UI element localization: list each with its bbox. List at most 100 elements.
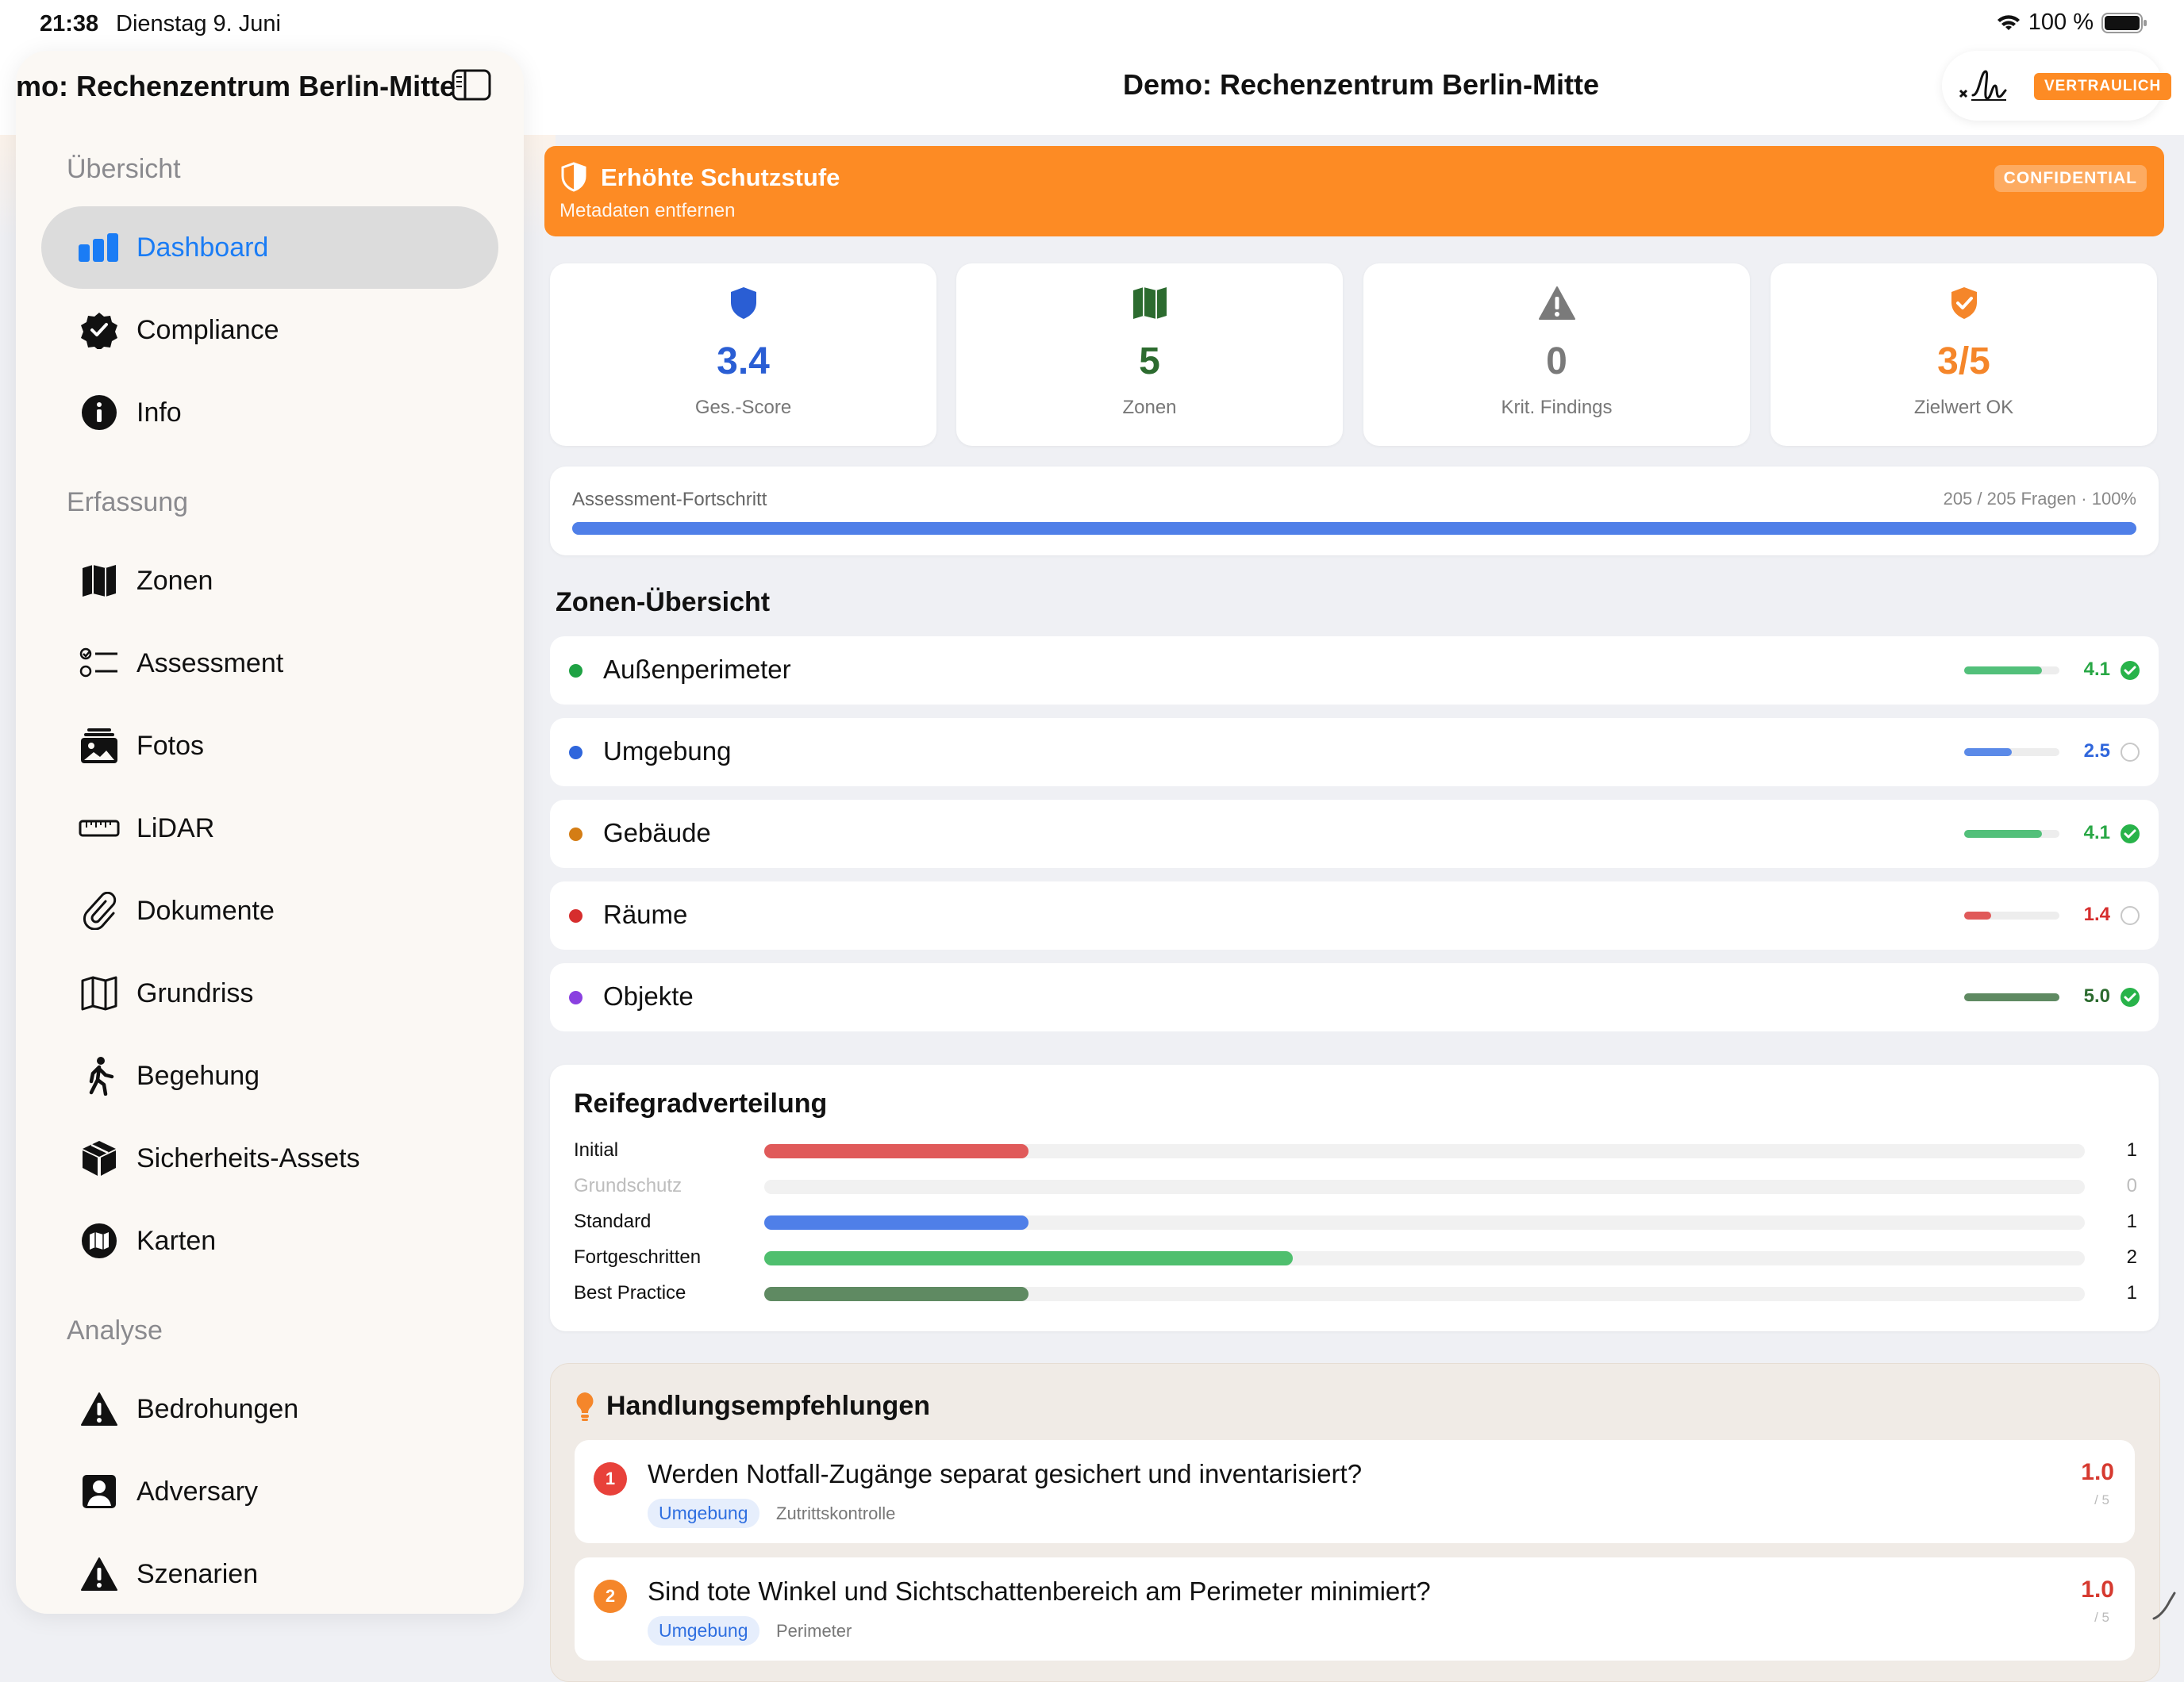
maturity-bar [764,1215,1029,1230]
warning-triangle-icon [78,1553,121,1596]
sidebar-item-karten[interactable]: Karten [41,1200,498,1282]
recommendations-title: Handlungsempfehlungen [606,1391,930,1421]
empty-circle-icon [2121,743,2140,762]
maturity-bar-track [764,1180,2085,1194]
maturity-bar [764,1287,1029,1301]
shield-icon [730,287,756,319]
zone-row[interactable]: Außenperimeter 4.1 [550,636,2159,705]
sidebar-item-zonen[interactable]: Zonen [41,540,498,622]
sidebar-section-erfassung: Erfassung [67,487,189,517]
battery-percent: 100 % [2028,10,2094,35]
sidebar-item-label: Assessment [136,647,284,678]
stat-label: Ges.-Score [694,397,792,418]
sidebar-item-szenarien[interactable]: Szenarien [41,1533,498,1614]
status-bar: 21:38 Dienstag 9. Juni 100 % [0,0,2184,51]
zone-name: Räume [603,900,688,929]
sidebar-item-label: Fotos [136,730,205,761]
zone-color-dot [569,991,583,1004]
stat-card-score[interactable]: 3.4 Ges.-Score [550,263,936,446]
zone-row[interactable]: Gebäude 4.1 [550,800,2159,868]
checkmark-seal-icon [78,309,121,351]
sidebar-item-fotos[interactable]: Fotos [41,705,498,787]
info-circle-icon [78,391,121,434]
maturity-label: Standard [574,1211,652,1232]
stat-card-target[interactable]: 3/5 Zielwert OK [1771,263,2157,446]
assessment-progress-card[interactable]: Assessment-Fortschritt 205 / 205 Fragen … [550,467,2159,555]
sidebar-item-label: Bedrohungen [136,1393,299,1424]
maturity-count: 1 [2126,1139,2137,1161]
sidebar-item-begehung[interactable]: Begehung [41,1035,498,1117]
status-right: 100 % [1997,10,2147,36]
zone-color-dot [569,746,583,759]
sidebar-item-label: Begehung [136,1060,260,1091]
maturity-bar-track [764,1144,2085,1158]
recommendation-score-max: / 5 [2094,1492,2109,1507]
zone-row[interactable]: Objekte 5.0 [550,963,2159,1031]
recommendation-score: 1.0 [2081,1576,2114,1603]
sidebar-item-label: Adversary [136,1476,259,1507]
zone-name: Umgebung [603,736,732,766]
recommendations-panel: Handlungsempfehlungen 1 Werden Notfall-Z… [550,1363,2160,1682]
checkmark-circle-icon [2121,661,2140,680]
zone-score-bar-fill [1964,830,2042,838]
zones-section-title: Zonen-Übersicht [556,587,771,617]
sidebar-item-adversary[interactable]: Adversary [41,1450,498,1533]
zone-row[interactable]: Umgebung 2.5 [550,718,2159,786]
page-title: Demo: Rechenzentrum Berlin-Mitte [1122,68,1600,101]
sidebar-item-dashboard[interactable]: Dashboard [41,206,498,289]
zone-score-bar-fill [1964,993,2059,1001]
recommendation-question: Werden Notfall-Zugänge separat gesichert… [648,1459,1363,1488]
zone-row[interactable]: Räume 1.4 [550,881,2159,950]
stat-card-findings[interactable]: 0 Krit. Findings [1363,263,1750,446]
sidebar-item-info[interactable]: Info [41,371,498,454]
zone-score: 4.1 [2083,822,2110,843]
sidebar-item-compliance[interactable]: Compliance [41,289,498,371]
progress-label: Assessment-Fortschritt [572,489,767,510]
zone-score: 5.0 [2083,985,2110,1007]
warning-triangle-icon [1538,286,1575,320]
checkmark-circle-icon [2121,988,2140,1007]
zone-name: Gebäude [603,818,711,847]
sidebar-item-grundriss[interactable]: Grundriss [41,952,498,1035]
sidebar-toggle-icon[interactable] [451,68,492,102]
sidebar-item-lidar[interactable]: LiDAR [41,787,498,870]
sidebar-item-dokumente[interactable]: Dokumente [41,870,498,952]
sidebar-section-uebersicht: Übersicht [67,154,181,184]
sidebar-item-label: Karten [136,1225,217,1256]
confidentiality-badge: VERTRAULICH [2034,73,2172,100]
maturity-card: Reifegradverteilung Initial 1 Grundschutz 0… [550,1065,2159,1331]
sidebar-item-bedrohungen[interactable]: Bedrohungen [41,1368,498,1450]
rank-badge: 1 [594,1462,627,1496]
sidebar-item-label: Compliance [136,314,279,345]
sidebar: Demo: Rechenzentrum Berlin-Mitte Übersic… [16,51,524,1614]
sidebar-item-label: Info [136,397,182,428]
checkmark-circle-icon [2121,824,2140,843]
photo-stack-icon [78,724,121,767]
sidebar-item-label: Szenarien [136,1558,259,1589]
maturity-row: Fortgeschritten 2 [574,1242,2145,1273]
zone-score-bar-fill [1964,666,2042,674]
stat-value: 5 [1139,340,1160,382]
sidebar-item-label: Sicherheits-Assets [136,1142,360,1173]
zone-color-dot [569,909,583,923]
sidebar-item-sicherheits-assets[interactable]: Sicherheits-Assets [41,1117,498,1200]
stat-label: Krit. Findings [1501,397,1613,418]
signature-icon[interactable] [1957,67,2009,103]
maturity-label: Fortgeschritten [574,1246,702,1268]
maturity-bar [764,1144,1029,1158]
recommendation-item[interactable]: 1 Werden Notfall-Zugänge separat gesiche… [575,1440,2135,1543]
stat-card-zones[interactable]: 5 Zonen [956,263,1343,446]
lightbulb-icon [576,1392,594,1421]
sidebar-item-assessment[interactable]: Assessment [41,622,498,705]
sidebar-item-label: Grundriss [136,977,254,1008]
chart-bar-icon [78,226,121,269]
protection-level-banner[interactable]: Erhöhte Schutzstufe Metadaten entfernen … [544,146,2164,236]
person-square-icon [78,1470,121,1513]
banner-title: Erhöhte Schutzstufe [601,163,840,191]
zone-score-bar [1964,912,2059,920]
recommendation-item[interactable]: 2 Sind tote Winkel und Sichtschattenbere… [575,1557,2135,1661]
zone-color-dot [569,664,583,678]
sidebar-item-label: Dashboard [136,232,269,263]
cube-icon [78,1137,121,1180]
zone-score-bar [1964,666,2059,674]
